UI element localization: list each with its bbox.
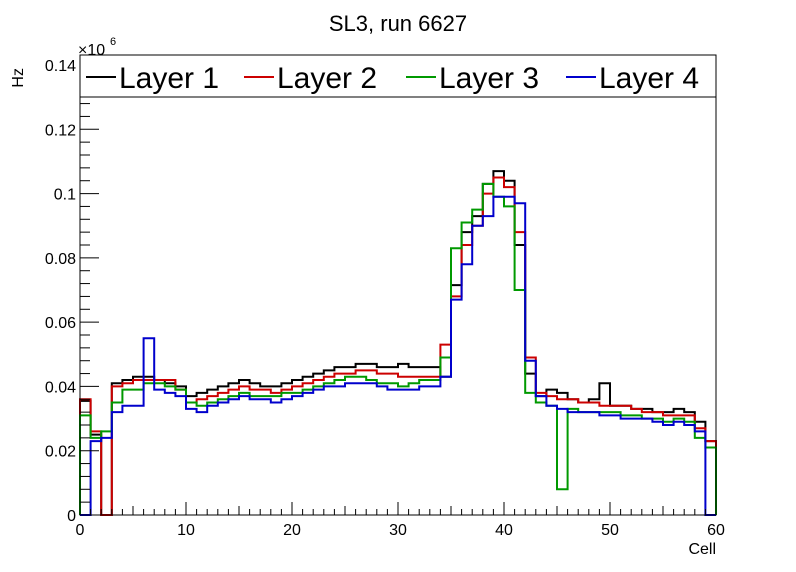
chart-title: SL3, run 6627 (329, 11, 467, 36)
x-axis: 0 10 20 30 40 50 60 (76, 502, 725, 539)
y-tick-label: 0.14 (45, 58, 76, 75)
x-axis-label: Cell (688, 541, 716, 558)
x-tick-label: 10 (177, 522, 195, 539)
x-tick-label: 50 (601, 522, 619, 539)
series-line-layer-4 (80, 195, 716, 516)
x-tick-label: 0 (76, 522, 85, 539)
x-tick-label: 60 (707, 522, 725, 539)
y-tick-label: 0 (67, 508, 76, 525)
legend-items: Layer 1 Layer 2 Layer 3 Layer 4 (86, 62, 699, 95)
legend: Layer 1 Layer 2 Layer 3 Layer 4 (79, 54, 717, 98)
y-tick-label: 0.02 (45, 444, 76, 461)
y-axis-label: Hz (10, 68, 27, 88)
legend-label-layer-1: Layer 1 (119, 62, 219, 95)
y-tick-label: 0.12 (45, 122, 76, 139)
x-tick-label: 20 (283, 522, 301, 539)
y-tick-label: 0.1 (54, 187, 76, 204)
y-tick-label: 0.04 (45, 379, 76, 396)
y-tick-label: 0.06 (45, 315, 76, 332)
legend-label-layer-3: Layer 3 (439, 62, 539, 95)
x-tick-label: 40 (495, 522, 513, 539)
y-multiplier-exponent: 6 (110, 36, 116, 48)
series-line-layer-1 (79, 170, 717, 516)
legend-box (79, 54, 717, 98)
y-tick-label: 0.08 (45, 251, 76, 268)
y-axis: 0 0.02 0.04 0.06 0.08 0.1 0.12 0.14 (45, 58, 99, 525)
series-group (79, 170, 717, 516)
legend-label-layer-2: Layer 2 (277, 62, 377, 95)
legend-label-layer-4: Layer 4 (599, 62, 699, 95)
series-line-layer-3 (79, 182, 717, 515)
x-tick-label: 30 (389, 522, 407, 539)
